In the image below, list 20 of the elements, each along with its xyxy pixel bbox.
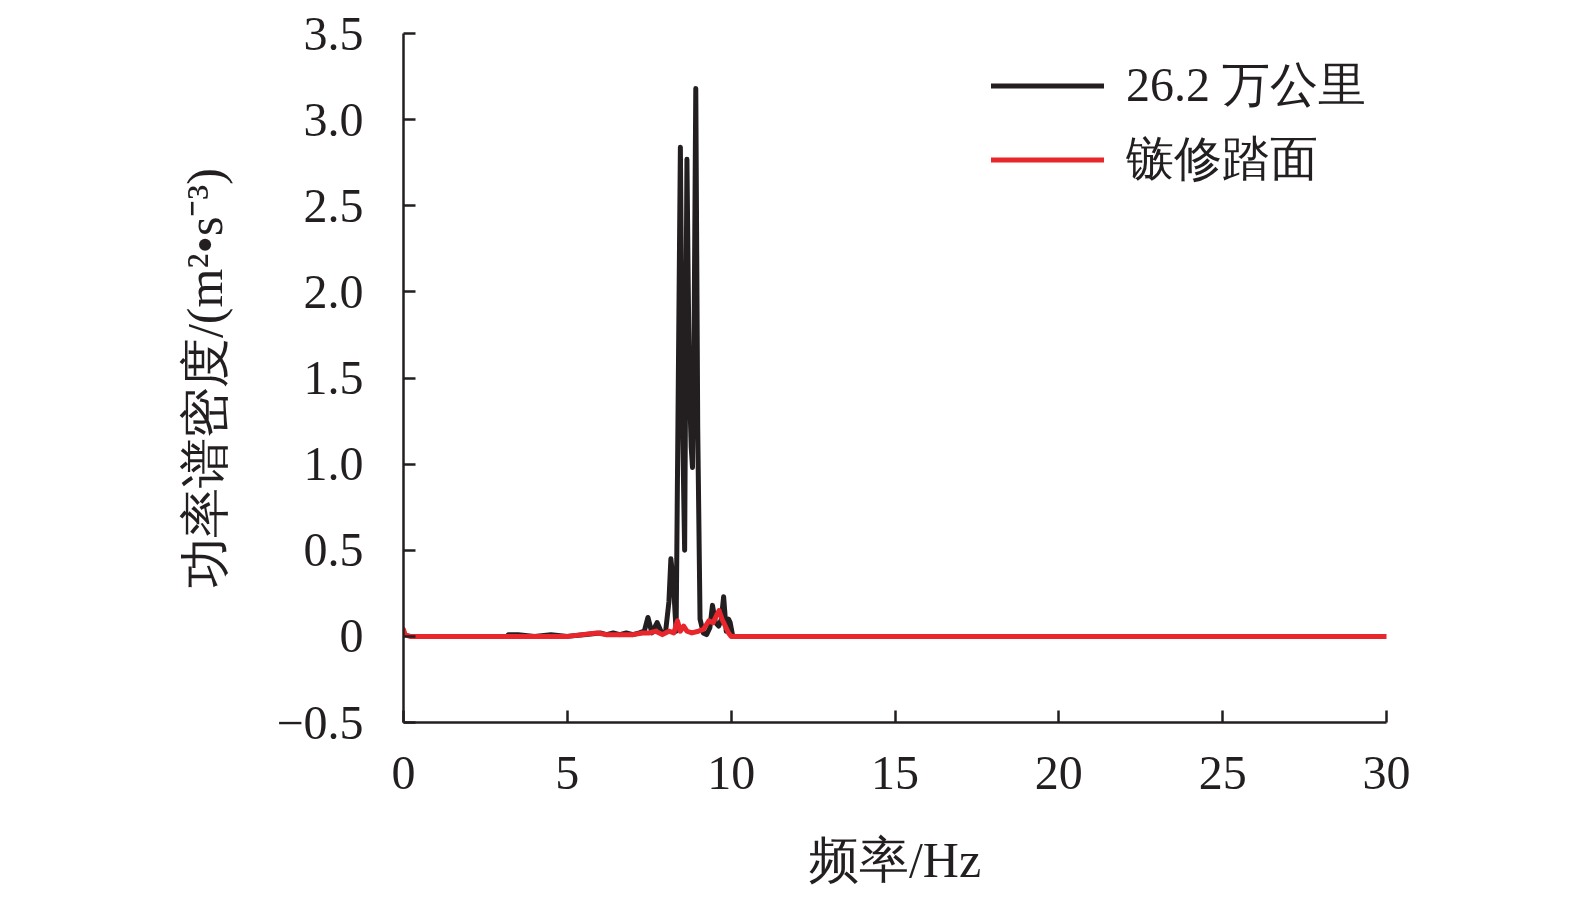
y-tick-label: −0.5 <box>276 695 364 749</box>
x-tick-label: 0 <box>391 745 416 799</box>
y-axis-title: 功率谱密度/(m²•s⁻³) <box>177 167 234 589</box>
legend-label: 镞修踏面 <box>1126 131 1318 187</box>
y-tick-label: 1.5 <box>303 351 364 404</box>
y-tick-label: 3.0 <box>303 92 364 146</box>
x-tick-label: 5 <box>555 745 580 799</box>
y-tick-label: 1.0 <box>303 437 364 491</box>
y-tick-label: 2.5 <box>303 178 364 232</box>
x-tick-label: 15 <box>871 745 919 799</box>
x-tick-label: 20 <box>1034 745 1083 799</box>
legend-label: 26.2 万公里 <box>1126 57 1366 113</box>
y-tick-label: 2.0 <box>303 264 364 318</box>
y-tick-label: 0.5 <box>303 523 364 577</box>
x-tick-label: 25 <box>1198 745 1247 799</box>
y-tick-label: 0 <box>339 609 364 663</box>
x-tick-label: 30 <box>1362 745 1411 799</box>
x-tick-label: 10 <box>707 745 756 799</box>
x-axis-title: 频率/Hz <box>808 831 982 888</box>
y-tick-label: 3.5 <box>303 6 364 60</box>
